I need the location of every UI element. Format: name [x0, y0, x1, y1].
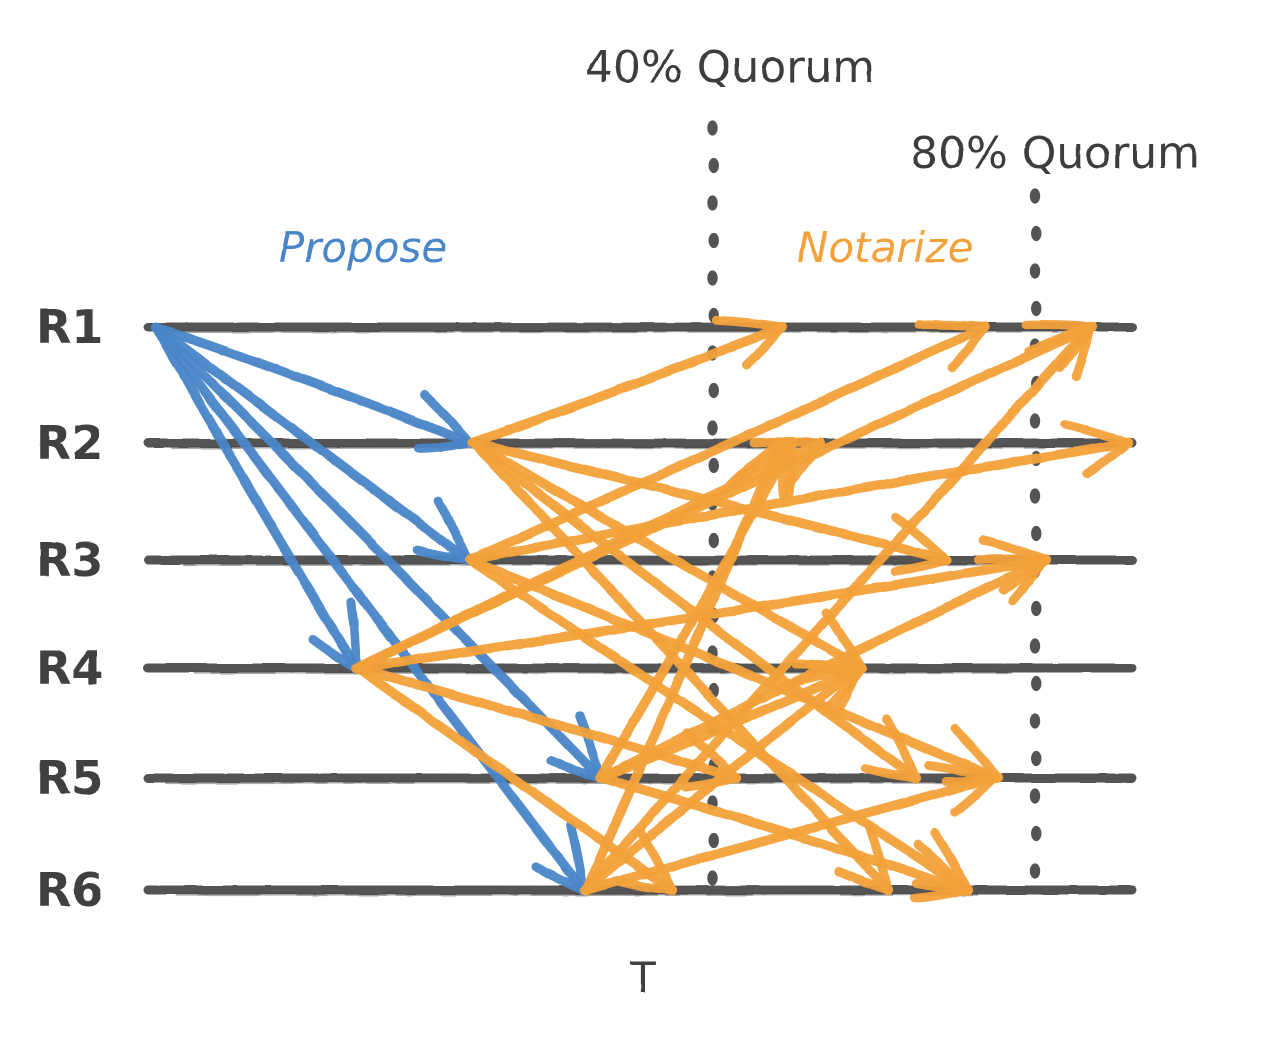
arrow-notarize-r6-to-r1: [579, 321, 1096, 895]
timeline-r6: [143, 885, 1137, 897]
replica-label-r4: R4: [36, 641, 103, 695]
arrow-notarize-r6-to-r4: [581, 662, 864, 895]
text-labels: R1 R2 R3 R4 R5 R6 40% Quorum 80% Quorum Propose N…: [36, 42, 1200, 1002]
arrow-notarize-r6-to-r5: [581, 760, 1000, 895]
message-arrows: [151, 315, 1134, 903]
replica-label-r6: R6: [36, 863, 103, 917]
arrow-notarize-r3-to-r2: [465, 420, 1134, 565]
arrow-notarize-r6-to-r2: [581, 437, 788, 895]
replica-label-r2: R2: [36, 416, 103, 470]
arrow-notarize-r3-to-r1: [465, 320, 991, 565]
arrow-notarize-r2-to-r1: [467, 315, 788, 448]
time-axis-label: T: [629, 953, 656, 1002]
replica-timelines: [143, 322, 1137, 897]
quorum-label-40: 40% Quorum: [585, 42, 875, 93]
timeline-r1: [143, 322, 1137, 334]
phase-label-notarize: Notarize: [797, 223, 973, 272]
phase-label-propose: Propose: [279, 223, 447, 272]
arrow-propose-r1-to-r3: [151, 322, 474, 566]
replica-label-r3: R3: [36, 533, 103, 587]
quorum-label-80: 80% Quorum: [910, 128, 1200, 179]
replica-label-r1: R1: [36, 300, 103, 354]
arrow-propose-r1-to-r6: [151, 322, 589, 896]
replica-label-r5: R5: [36, 751, 103, 805]
